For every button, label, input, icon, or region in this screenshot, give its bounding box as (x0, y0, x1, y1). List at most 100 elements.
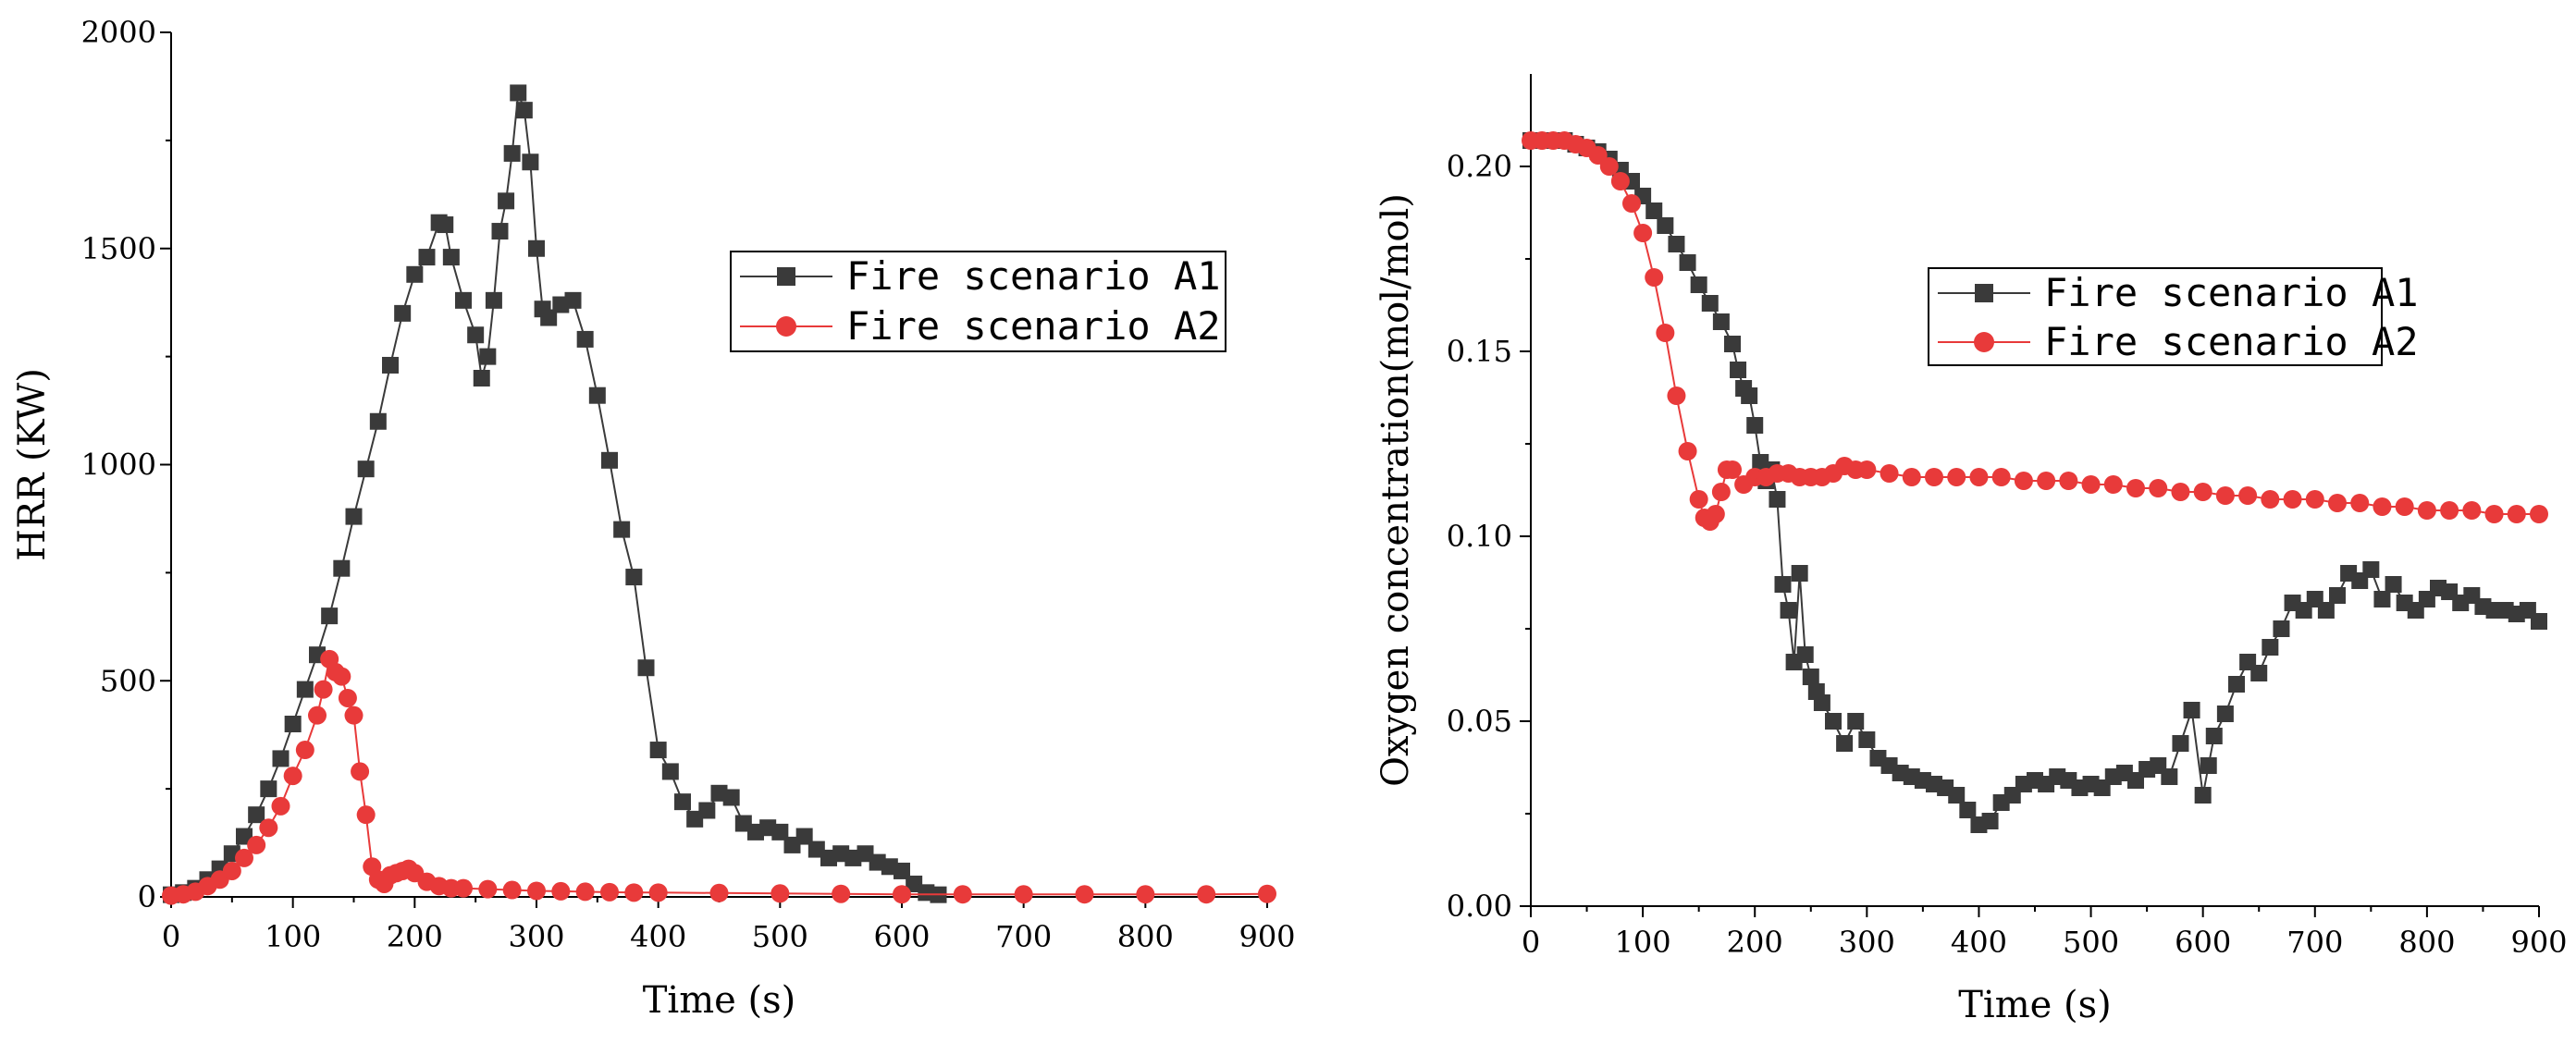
hrr-point-a2 (247, 835, 266, 854)
hrr-point-a1 (674, 793, 691, 811)
hrr-point-a1 (503, 144, 521, 162)
hrr-x-tick-label: 800 (1117, 919, 1174, 954)
hrr-point-a1 (722, 789, 740, 806)
hrr-point-a1 (528, 239, 545, 257)
oxygen-point-a1 (1847, 713, 1865, 730)
hrr-point-a1 (498, 192, 515, 210)
hrr-point-a1 (394, 304, 412, 322)
oxygen-point-a2 (1633, 224, 1653, 242)
hrr-point-a2 (1197, 885, 1216, 904)
oxygen-point-a1 (2329, 587, 2346, 604)
oxygen-point-a1 (1959, 802, 1977, 818)
oxygen-point-a2 (2037, 472, 2056, 490)
oxygen-point-a2 (2261, 490, 2280, 509)
oxygen-point-a2 (2373, 497, 2392, 516)
oxygen-point-a2 (2238, 486, 2258, 505)
oxygen-y-tick-label: 0.05 (1447, 704, 1512, 739)
oxygen-point-a2 (2081, 475, 2101, 494)
hrr-y-tick-label: 500 (100, 663, 156, 698)
hrr-x-tick-label: 900 (1239, 919, 1295, 954)
hrr-point-a1 (485, 291, 502, 309)
oxygen-x-tick-label: 500 (2063, 925, 2119, 960)
hrr-legend-marker-a1 (777, 267, 795, 286)
hrr-point-a1 (637, 659, 655, 677)
hrr-point-a2 (344, 706, 364, 725)
oxygen-chart: 0 100 200 300 400 500 600 700 800 900 0.00 0.05 0.10… (1374, 74, 2568, 1026)
oxygen-point-a2 (2103, 475, 2123, 494)
hrr-chart: 0 100 200 300 400 500 600 700 800 900 0 500 1000 1500… (11, 15, 1296, 1022)
hrr-point-a2 (953, 885, 972, 904)
oxygen-point-a1 (1981, 813, 1999, 829)
oxygen-x-tick-label: 700 (2286, 925, 2343, 960)
oxygen-point-a1 (1836, 735, 1854, 752)
oxygen-point-a2 (1991, 468, 2011, 486)
oxygen-x-tick-label: 300 (1839, 925, 1895, 960)
hrr-point-a1 (333, 559, 351, 577)
oxygen-point-a2 (1656, 324, 1675, 342)
oxygen-point-a2 (1925, 468, 1943, 486)
hrr-point-a2 (308, 706, 327, 725)
oxygen-point-a1 (2317, 602, 2335, 619)
hrr-point-a1 (248, 806, 265, 824)
oxygen-point-a2 (1706, 505, 1725, 523)
hrr-point-a1 (515, 102, 533, 119)
oxygen-point-a1 (1774, 576, 1792, 593)
oxygen-point-a2 (2462, 501, 2482, 520)
hrr-point-a2 (259, 818, 278, 838)
oxygen-point-a1 (2250, 665, 2268, 681)
hrr-point-a2 (338, 688, 357, 707)
hrr-point-a2 (314, 680, 333, 699)
oxygen-point-a2 (2215, 486, 2235, 505)
oxygen-point-a2 (1723, 460, 1742, 479)
hrr-point-a2 (295, 741, 314, 760)
hrr-point-a2 (600, 882, 619, 902)
hrr-x-tick-label: 300 (508, 919, 564, 954)
oxygen-point-a1 (1791, 565, 1808, 582)
hrr-point-a2 (356, 805, 376, 825)
oxygen-point-a2 (1947, 468, 1966, 486)
oxygen-point-a1 (2385, 576, 2402, 593)
hrr-point-a1 (576, 330, 594, 348)
hrr-point-a1 (455, 291, 472, 309)
hrr-x-tick-label: 0 (162, 919, 180, 954)
oxygen-legend-marker-a2 (1974, 332, 1994, 352)
oxygen-point-a1 (2228, 676, 2245, 693)
hrr-point-a1 (473, 370, 490, 387)
oxygen-point-a2 (2440, 501, 2459, 520)
oxygen-point-a1 (1724, 336, 1741, 352)
oxygen-point-a1 (1679, 254, 1696, 271)
hrr-point-a1 (771, 823, 789, 841)
oxygen-point-a2 (2149, 479, 2168, 497)
oxygen-legend-marker-a1 (1975, 284, 1993, 302)
hrr-point-a2 (478, 879, 498, 899)
hrr-point-a2 (527, 881, 546, 901)
hrr-point-a1 (564, 291, 582, 309)
oxygen-point-a1 (2183, 702, 2200, 718)
hrr-point-a2 (271, 796, 290, 816)
hrr-point-a2 (648, 883, 668, 902)
hrr-point-a1 (491, 223, 509, 240)
hrr-point-a2 (893, 885, 911, 904)
oxygen-y-tick-label: 0.15 (1447, 334, 1512, 369)
oxygen-point-a1 (2200, 757, 2217, 774)
oxygen-point-a1 (1858, 731, 1876, 748)
oxygen-point-a1 (1712, 313, 1730, 330)
oxygen-point-a2 (1610, 172, 1630, 190)
hrr-point-a2 (283, 767, 302, 786)
hrr-y-tick-label: 1500 (81, 231, 156, 266)
oxygen-point-a1 (1948, 787, 1966, 804)
hrr-point-a2 (1014, 885, 1033, 904)
hrr-x-tick-label: 700 (995, 919, 1052, 954)
oxygen-point-a2 (2193, 483, 2212, 501)
hrr-point-a2 (1136, 885, 1155, 904)
oxygen-x-tick-label: 800 (2398, 925, 2455, 960)
oxygen-point-a2 (2126, 479, 2145, 497)
oxygen-point-a2 (1678, 442, 1697, 460)
oxygen-legend-label-1: Fire scenario A1 (2044, 270, 2419, 315)
oxygen-y-tick-label: 0.20 (1447, 149, 1512, 184)
oxygen-point-a2 (2305, 490, 2324, 509)
hrr-x-tick-label: 200 (387, 919, 443, 954)
oxygen-point-a1 (2216, 706, 2234, 722)
